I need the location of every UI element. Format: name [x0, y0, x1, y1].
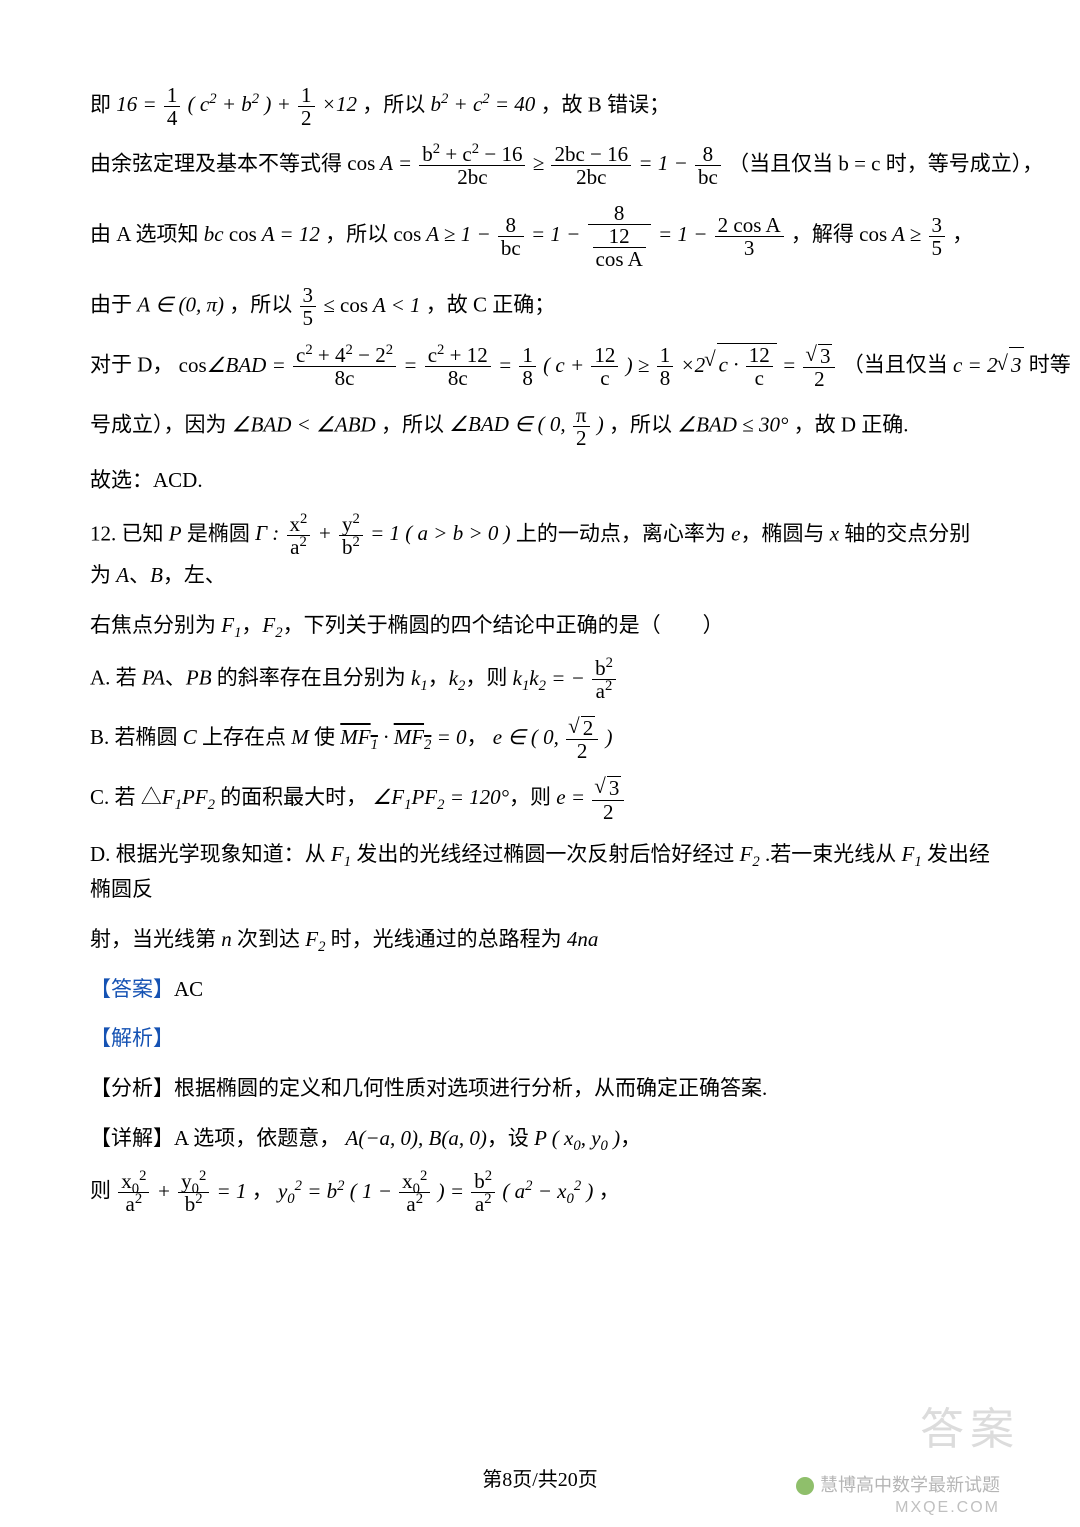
parse-label: 【解析】 — [90, 1021, 990, 1057]
option-d2: 射，当光线第 n 次到达 F2 时，光线通过的总路程为 4na — [90, 922, 990, 958]
math: cos A ≥ 1 − 8bc = 1 − 812cos A = 1 − 2 c… — [393, 222, 791, 246]
math: y02 = b2 ( 1 − x02a2 ) = b2a2 ( a2 − x02… — [278, 1179, 599, 1203]
text: ，所以 — [381, 412, 449, 436]
text: 号成立），因为 — [90, 412, 232, 436]
math: x02a2 + y02b2 = 1 — [116, 1179, 251, 1203]
math: A ∈ (0, π) — [137, 293, 224, 317]
text: ，所以 — [325, 222, 393, 246]
text: 由于 — [90, 293, 137, 317]
text: 即 — [90, 92, 116, 116]
text: ，故 B 错误； — [541, 92, 671, 116]
watermark-url: MXQE.COM — [895, 1499, 1000, 1517]
expl-line-3: 由 A 选项知 bc cos A = 12 ，所以 cos A ≥ 1 − 8b… — [90, 202, 990, 270]
page-footer: 第8页/共20页 — [0, 1463, 1080, 1492]
text: 由 A 选项知 — [90, 222, 204, 246]
text: ，所以 — [229, 293, 297, 317]
expl-line-2: 由余弦定理及基本不等式得 cos A = b2 + c2 − 162bc ≥ 2… — [90, 143, 990, 188]
text: ， — [952, 222, 973, 246]
option-a: A. 若 PA、PB 的斜率存在且分别为 k1，k2，则 k1k2 = − b2… — [90, 657, 990, 702]
answer-label: 【答案】 — [90, 977, 174, 1001]
text: 由余弦定理及基本不等式得 — [90, 151, 347, 175]
detail-line-1: 【详解】A 选项，依题意， A(−a, 0), B(a, 0)，设 P ( x0… — [90, 1121, 990, 1157]
conclusion: 故选：ACD. — [90, 463, 990, 499]
expl-line-1: 即 16 = 14 ( c2 + b2 ) + 12 ×12 ，所以 b2 + … — [90, 84, 990, 129]
text: 对于 D， — [90, 353, 173, 377]
expl-line-4: 由于 A ∈ (0, π) ，所以 35 ≤ cos A < 1 ，故 C 正确… — [90, 284, 990, 329]
watermark-big: 答案 — [920, 1393, 1020, 1457]
analysis-label: 【分析】 — [90, 1076, 174, 1100]
analysis-line: 【分析】根据椭圆的定义和几何性质对选项进行分析，从而确定正确答案. — [90, 1071, 990, 1107]
option-c: C. 若 △F1PF2 的面积最大时， ∠F1PF2 = 120°，则 e = … — [90, 776, 990, 822]
math: cos A ≥ 35 — [859, 222, 952, 246]
analysis-text: 根据椭圆的定义和几何性质对选项进行分析，从而确定正确答案. — [174, 1076, 767, 1100]
text: ，所以 — [609, 412, 677, 436]
math: ∠BAD ≤ 30° — [677, 412, 788, 436]
text: （当且仅当 c = 23 时等 — [843, 353, 1071, 377]
answer-text: AC — [174, 977, 203, 1001]
q12-stem-b: 右焦点分别为 F1，F2，下列关于椭圆的四个结论中正确的是（ ） — [90, 608, 990, 644]
option-d: D. 根据光学现象知道：从 F1 发出的光线经过椭圆一次反射后恰好经过 F2 .… — [90, 837, 990, 908]
math: b2 + c2 = 40 — [430, 92, 535, 116]
detail-line-2: 则 x02a2 + y02b2 = 1 ， y02 = b2 ( 1 − x02… — [90, 1170, 990, 1215]
math: ∠BAD < ∠ABD — [232, 412, 376, 436]
text: ，解得 — [791, 222, 859, 246]
math: 16 = 14 ( c2 + b2 ) + 12 ×12 — [116, 92, 362, 116]
detail-label: 【详解】 — [90, 1126, 174, 1150]
text: ，故 C 正确； — [426, 293, 556, 317]
parse-label-text: 【解析】 — [90, 1026, 174, 1050]
math: 35 ≤ cos A < 1 — [298, 293, 426, 317]
page: 即 16 = 14 ( c2 + b2 ) + 12 ×12 ，所以 b2 + … — [0, 0, 1080, 1527]
expl-line-6: 号成立），因为 ∠BAD < ∠ABD ，所以 ∠BAD ∈ ( 0, π2 )… — [90, 404, 990, 449]
answer-line: 【答案】AC — [90, 972, 990, 1008]
text: ，所以 — [362, 92, 430, 116]
text: 则 — [90, 1179, 116, 1203]
text: （当且仅当 b = c 时，等号成立）， — [728, 151, 1043, 175]
text: ，故 D 正确. — [794, 412, 909, 436]
math: cos A = b2 + c2 − 162bc ≥ 2bc − 162bc = … — [347, 151, 728, 175]
text: ， — [599, 1179, 620, 1203]
expl-line-5: 对于 D， cos∠BAD = c2 + 42 − 228c = c2 + 12… — [90, 343, 990, 390]
math: bc cos A = 12 — [204, 222, 320, 246]
q12-stem-a: 12. 已知 P 是椭圆 Γ : x2a2 + y2b2 = 1 ( a > b… — [90, 513, 990, 594]
math: cos∠BAD = c2 + 42 − 228c = c2 + 128c = 1… — [179, 353, 843, 377]
option-b: B. 若椭圆 C 上存在点 M 使 MF1 · MF2 = 0， e ∈ ( 0… — [90, 716, 990, 762]
math: ∠BAD ∈ ( 0, π2 ) — [449, 412, 604, 436]
